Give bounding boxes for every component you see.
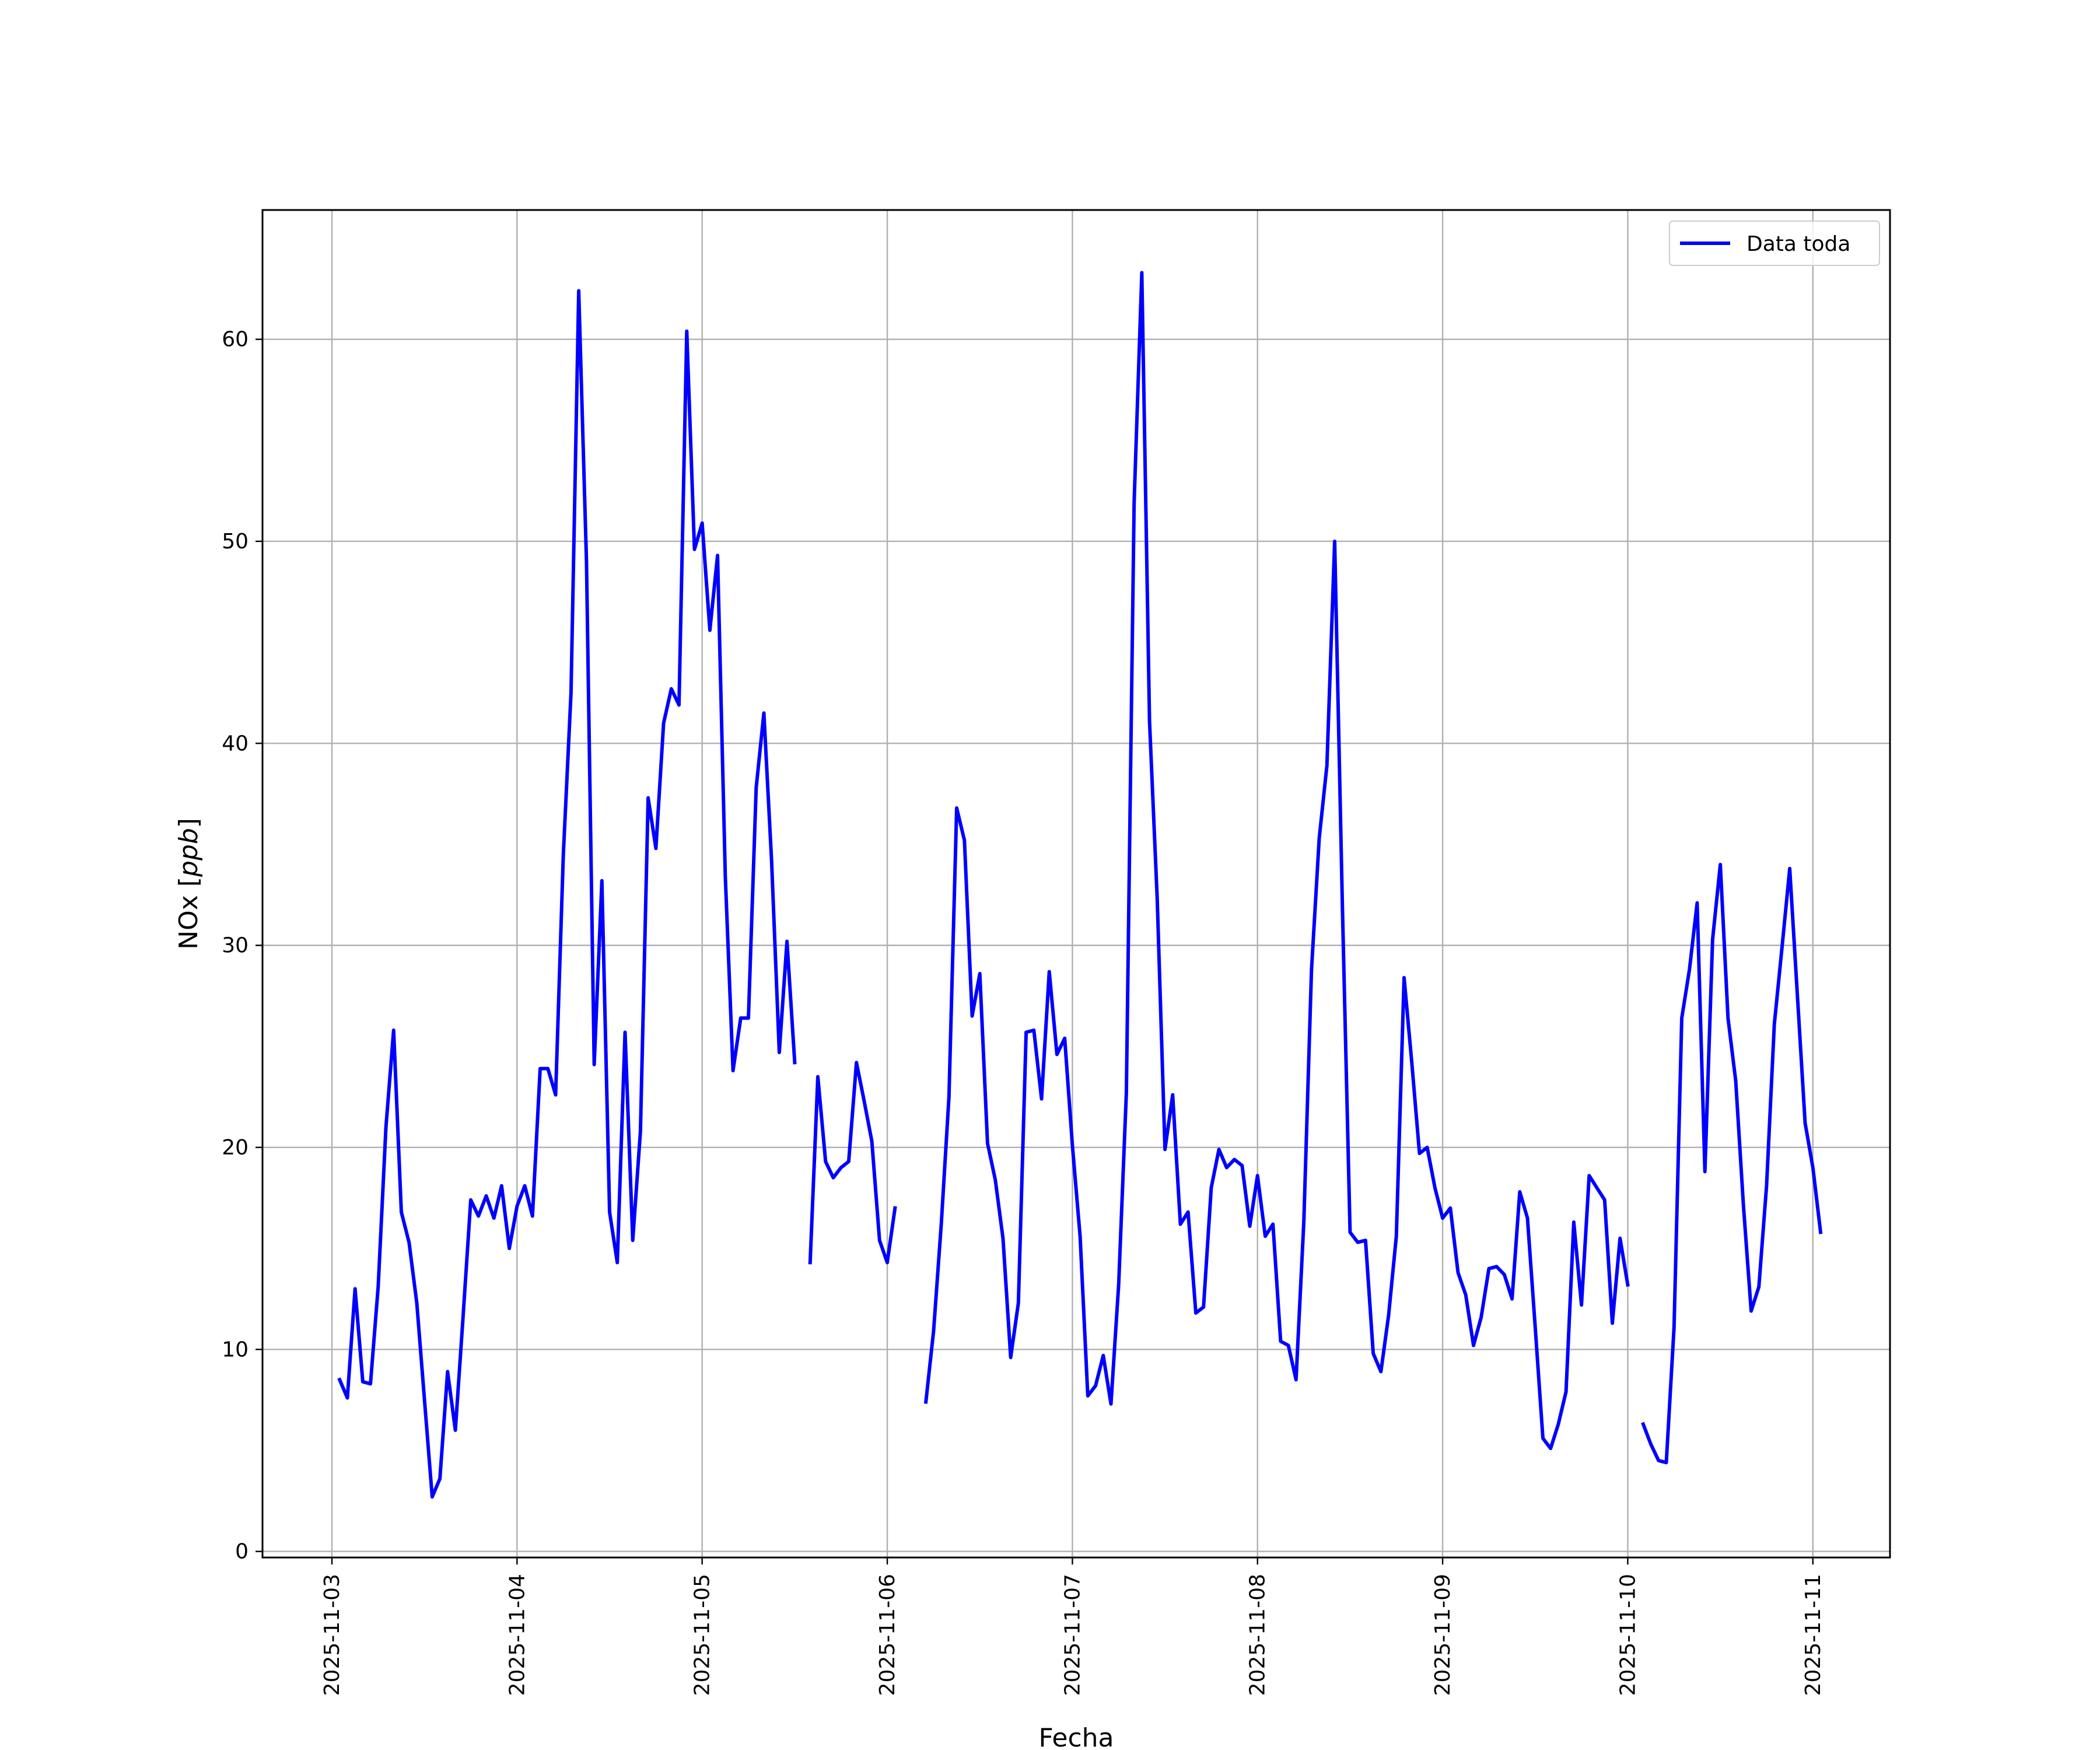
x-tick-label: 2025-11-08 [1246, 1574, 1270, 1696]
x-tick-label: 2025-11-11 [1801, 1574, 1825, 1696]
y-tick-label: 30 [222, 934, 249, 958]
y-axis-title: NOx [ppb] [174, 818, 204, 950]
series-line [337, 271, 1823, 1499]
series-layer [337, 271, 1823, 1499]
y-axis: 0 10 20 30 40 50 60 [222, 328, 262, 1564]
x-tick-label: 2025-11-10 [1616, 1574, 1640, 1696]
grid [262, 210, 1890, 1558]
x-axis-title: Fecha [1038, 1723, 1114, 1750]
x-tick-label: 2025-11-09 [1431, 1574, 1455, 1696]
y-axis-title-unit: ppb [174, 828, 204, 877]
legend-label: Data toda [1746, 232, 1850, 256]
x-tick-label: 2025-11-05 [691, 1574, 715, 1696]
x-tick-label: 2025-11-04 [505, 1574, 529, 1696]
y-tick-label: 20 [222, 1136, 249, 1160]
x-tick-label: 2025-11-03 [320, 1574, 344, 1696]
y-tick-label: 60 [222, 328, 249, 352]
x-tick-label: 2025-11-07 [1060, 1574, 1084, 1696]
legend: Data toda [1669, 220, 1880, 266]
plot-area-frame [261, 209, 1891, 1559]
y-tick-label: 50 [222, 530, 249, 554]
y-tick-label: 10 [222, 1338, 249, 1362]
y-tick-label: 0 [235, 1540, 249, 1564]
y-axis-title-suffix: ] [174, 818, 204, 828]
x-axis: 2025-11-03 2025-11-04 2025-11-05 2025-11-06… [320, 1558, 1825, 1696]
legend-box [1669, 220, 1880, 266]
x-tick-label: 2025-11-06 [876, 1574, 900, 1696]
y-axis-title-prefix: NOx [ [174, 877, 204, 950]
y-tick-label: 40 [222, 732, 249, 755]
